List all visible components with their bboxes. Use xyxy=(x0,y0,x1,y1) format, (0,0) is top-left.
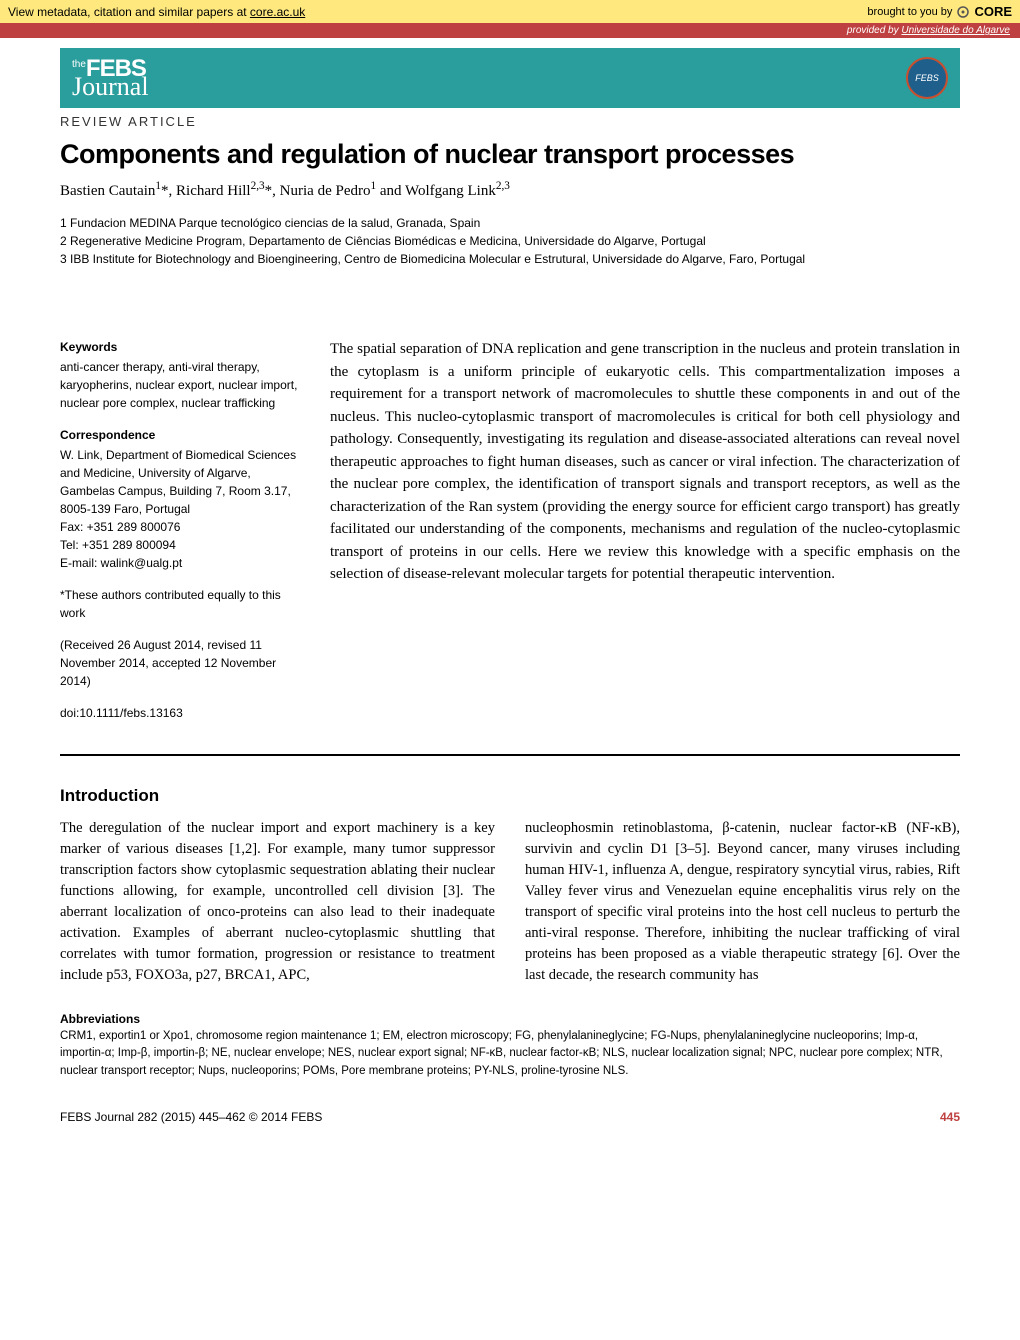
intro-columns: The deregulation of the nuclear import a… xyxy=(60,818,960,986)
journal-header: theFEBS Journal FEBS xyxy=(60,48,960,108)
page-content: theFEBS Journal FEBS REVIEW ARTICLE Comp… xyxy=(0,38,1020,1164)
provider-bar: provided by Universidade do Algarve xyxy=(0,23,1020,38)
intro-heading: Introduction xyxy=(60,786,960,806)
keywords-heading: Keywords xyxy=(60,338,300,356)
provider-prefix: provided by xyxy=(847,25,901,36)
metadata-right: brought to you by CORE xyxy=(867,4,1012,19)
core-brand: CORE xyxy=(974,4,1012,19)
journal-logo: theFEBS Journal xyxy=(72,58,149,99)
page-footer: FEBS Journal 282 (2015) 445–462 © 2014 F… xyxy=(60,1110,960,1124)
core-link[interactable]: core.ac.uk xyxy=(250,5,305,19)
provider-link[interactable]: Universidade do Algarve xyxy=(901,25,1010,36)
footer-citation: FEBS Journal 282 (2015) 445–462 © 2014 F… xyxy=(60,1110,322,1124)
affiliation-3: 3 IBB Institute for Biotechnology and Bi… xyxy=(60,250,960,268)
keywords-text: anti-cancer therapy, anti-viral therapy,… xyxy=(60,358,300,412)
dates-text: (Received 26 August 2014, revised 11 Nov… xyxy=(60,636,300,690)
abstract-row: Keywords anti-cancer therapy, anti-viral… xyxy=(60,338,960,756)
core-icon xyxy=(956,5,970,19)
abbrev-text: CRM1, exportin1 or Xpo1, chromosome regi… xyxy=(60,1028,960,1080)
metadata-bar: View metadata, citation and similar pape… xyxy=(0,0,1020,23)
logo-journal: Journal xyxy=(72,75,149,98)
equal-contrib: *These authors contributed equally to th… xyxy=(60,586,300,622)
affiliation-2: 2 Regenerative Medicine Program, Departa… xyxy=(60,232,960,250)
correspondence-text: W. Link, Department of Biomedical Scienc… xyxy=(60,446,300,572)
sidebar: Keywords anti-cancer therapy, anti-viral… xyxy=(60,338,300,736)
logo-the: the xyxy=(72,59,86,70)
affiliation-1: 1 Fundacion MEDINA Parque tecnológico ci… xyxy=(60,214,960,232)
article-type: REVIEW ARTICLE xyxy=(60,114,960,129)
metadata-prefix: View metadata, citation and similar pape… xyxy=(8,5,250,19)
correspondence-heading: Correspondence xyxy=(60,426,300,444)
doi-text: doi:10.1111/febs.13163 xyxy=(60,704,300,722)
brought-by-text: brought to you by xyxy=(867,6,952,18)
page-number: 445 xyxy=(940,1110,960,1124)
abbrev-heading: Abbreviations xyxy=(60,1010,960,1028)
febs-badge-icon: FEBS xyxy=(906,57,948,99)
intro-col-2: nucleophosmin retinoblastoma, β-catenin,… xyxy=(525,818,960,986)
authors: Bastien Cautain1*, Richard Hill2,3*, Nur… xyxy=(60,180,960,200)
abbreviations-block: Abbreviations CRM1, exportin1 or Xpo1, c… xyxy=(60,1010,960,1080)
intro-col-1: The deregulation of the nuclear import a… xyxy=(60,818,495,986)
badge-text: FEBS xyxy=(915,73,939,83)
metadata-left: View metadata, citation and similar pape… xyxy=(8,5,305,19)
abstract-text: The spatial separation of DNA replicatio… xyxy=(330,338,960,736)
article-title: Components and regulation of nuclear tra… xyxy=(60,139,960,170)
affiliations: 1 Fundacion MEDINA Parque tecnológico ci… xyxy=(60,214,960,268)
